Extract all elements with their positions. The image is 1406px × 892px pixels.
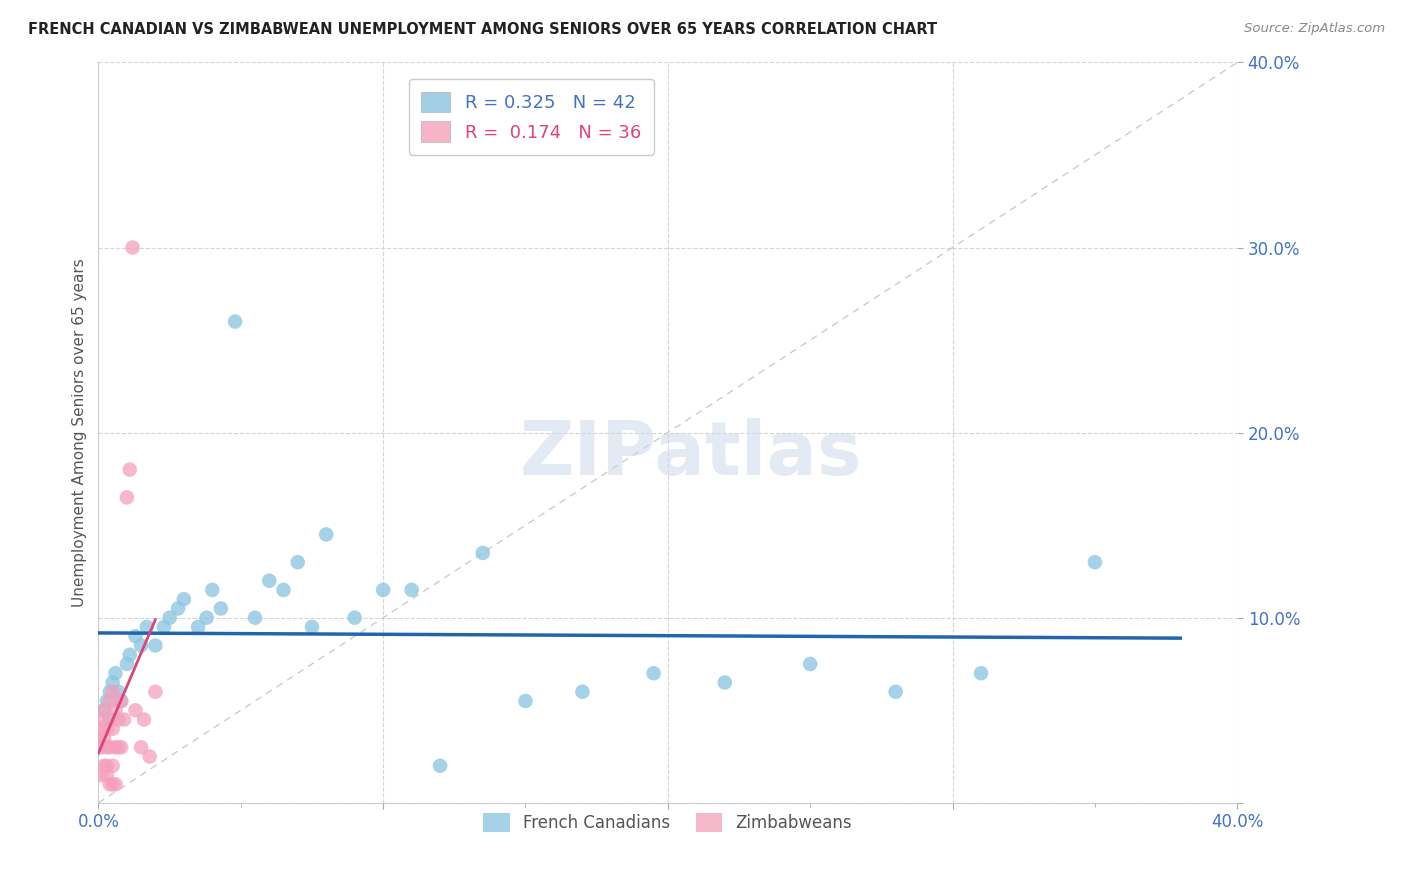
Point	[799, 657, 821, 671]
Point	[96, 768, 118, 782]
Point	[115, 657, 138, 671]
Point	[970, 666, 993, 681]
Point	[101, 685, 124, 699]
Y-axis label: Unemployment Among Seniors over 65 years: Unemployment Among Seniors over 65 years	[72, 259, 87, 607]
Point	[101, 722, 124, 736]
Point	[101, 758, 124, 772]
Point	[884, 685, 907, 699]
Point	[643, 666, 665, 681]
Point	[101, 777, 124, 791]
Point	[195, 610, 218, 624]
Point	[98, 685, 121, 699]
Point	[115, 491, 138, 505]
Point	[104, 666, 127, 681]
Point	[1084, 555, 1107, 569]
Point	[129, 740, 152, 755]
Point	[373, 582, 395, 597]
Point	[104, 703, 127, 717]
Point	[209, 601, 232, 615]
Point	[121, 240, 143, 255]
Point	[90, 768, 112, 782]
Point	[98, 713, 121, 727]
Point	[153, 620, 176, 634]
Point	[98, 713, 121, 727]
Point	[201, 582, 224, 597]
Point	[429, 758, 451, 772]
Point	[401, 582, 423, 597]
Point	[107, 713, 129, 727]
Point	[224, 314, 246, 328]
Point	[107, 740, 129, 755]
Point	[96, 740, 118, 755]
Point	[259, 574, 281, 588]
Point	[110, 740, 132, 755]
Point	[301, 620, 323, 634]
Point	[93, 703, 115, 717]
Point	[187, 620, 209, 634]
Point	[287, 555, 309, 569]
Point	[135, 620, 157, 634]
Point	[118, 648, 141, 662]
Point	[145, 639, 167, 653]
Point	[112, 713, 135, 727]
Point	[138, 749, 160, 764]
Point	[96, 694, 118, 708]
Point	[110, 694, 132, 708]
Point	[118, 462, 141, 476]
Point	[110, 694, 132, 708]
Point	[107, 685, 129, 699]
Point	[93, 703, 115, 717]
Legend: French Canadians, Zimbabweans: French Canadians, Zimbabweans	[477, 806, 859, 838]
Text: Source: ZipAtlas.com: Source: ZipAtlas.com	[1244, 22, 1385, 36]
Point	[90, 722, 112, 736]
Point	[129, 639, 152, 653]
Point	[124, 703, 146, 717]
Point	[714, 675, 737, 690]
Text: ZIPatlas: ZIPatlas	[519, 418, 862, 491]
Point	[98, 777, 121, 791]
Point	[96, 722, 118, 736]
Point	[315, 527, 337, 541]
Point	[159, 610, 181, 624]
Point	[93, 758, 115, 772]
Point	[90, 713, 112, 727]
Point	[167, 601, 190, 615]
Point	[132, 713, 155, 727]
Text: FRENCH CANADIAN VS ZIMBABWEAN UNEMPLOYMENT AMONG SENIORS OVER 65 YEARS CORRELATI: FRENCH CANADIAN VS ZIMBABWEAN UNEMPLOYME…	[28, 22, 938, 37]
Point	[90, 740, 112, 755]
Point	[515, 694, 537, 708]
Point	[104, 777, 127, 791]
Point	[173, 592, 195, 607]
Point	[145, 685, 167, 699]
Point	[471, 546, 494, 560]
Point	[96, 758, 118, 772]
Point	[104, 740, 127, 755]
Point	[273, 582, 295, 597]
Point	[87, 731, 110, 745]
Point	[343, 610, 366, 624]
Point	[93, 731, 115, 745]
Point	[243, 610, 266, 624]
Point	[124, 629, 146, 643]
Point	[571, 685, 593, 699]
Point	[98, 740, 121, 755]
Point	[101, 675, 124, 690]
Point	[98, 694, 121, 708]
